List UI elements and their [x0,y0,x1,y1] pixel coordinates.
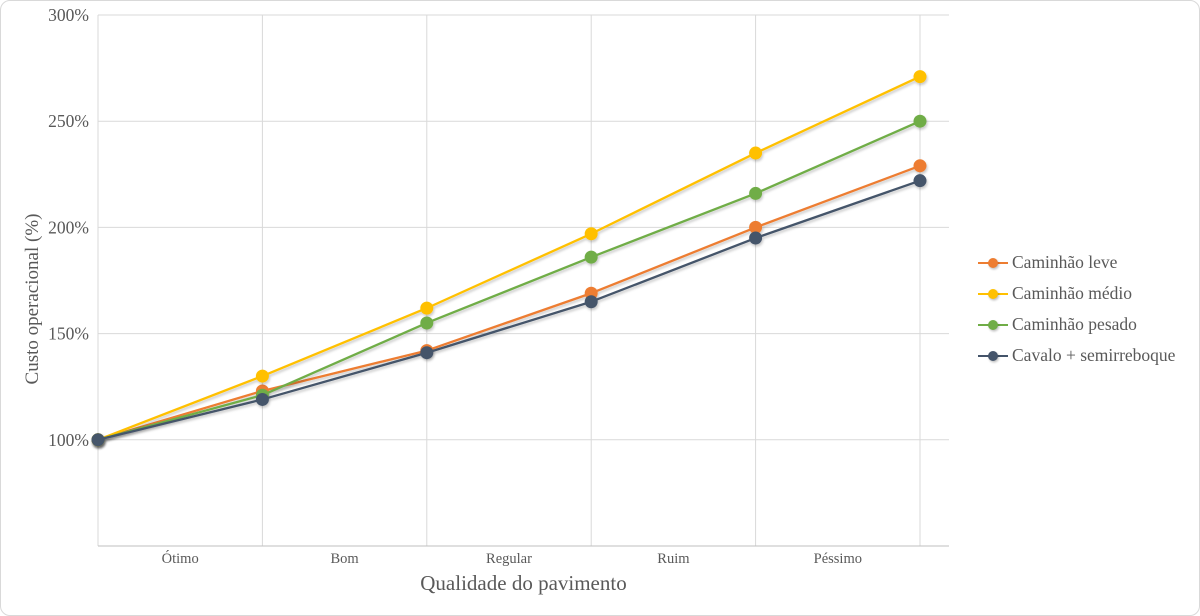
x-category-label: Bom [330,551,359,567]
y-tick-label: 100% [48,430,89,450]
data-point-marker [420,316,434,330]
y-tick-label: 200% [48,217,89,237]
data-point-marker [749,220,763,234]
series-line [96,75,922,441]
series-line [96,164,922,441]
legend-marker-icon [978,288,1008,300]
legend-marker-icon [978,257,1008,269]
legend-item-caminhao-medio: Caminhão médio [978,278,1175,309]
data-point-marker [255,369,269,383]
data-point-marker [749,186,763,200]
x-category-label: Regular [486,551,532,567]
series-Caminhão pesado [91,114,927,447]
y-tick-label: 250% [48,111,89,131]
data-point-marker [584,250,598,264]
x-axis-title: Qualidade do pavimento [420,571,627,595]
data-point-marker [420,301,434,315]
y-tick-label: 150% [48,324,89,344]
data-point-marker [913,70,927,84]
legend-item-caminhao-leve: Caminhão leve [978,247,1175,278]
legend-label: Caminhão pesado [1012,314,1137,334]
x-category-label: Ruim [657,551,690,567]
y-axis-title: Custo operacional (%) [22,213,43,385]
y-tick-label: 300% [48,5,89,25]
legend-item-cavalo-semirreboque: Cavalo + semirreboque [978,340,1175,371]
series-Cavalo + semirreboque [91,174,927,447]
legend-label: Caminhão leve [1012,252,1118,272]
data-point-marker [749,146,763,160]
series-Caminhão leve [91,159,927,447]
x-category-label: Ótimo [162,550,199,567]
data-point-marker [749,231,763,245]
legend-marker-icon [978,350,1008,362]
data-point-marker [913,159,927,173]
x-category-label: Péssimo [814,551,862,567]
data-point-marker [584,227,598,241]
data-point-marker [913,174,927,188]
data-point-marker [255,392,269,406]
legend: Caminhão leve Caminhão médio Caminhão pe… [978,247,1175,371]
data-point-marker [584,295,598,309]
data-point-marker [91,433,105,447]
legend-label: Caminhão médio [1012,283,1133,303]
data-point-marker [420,346,434,360]
data-point-marker [913,114,927,128]
legend-item-caminhao-pesado: Caminhão pesado [978,309,1175,340]
series-Caminhão médio [91,70,927,447]
series-line [96,120,922,441]
series-line [96,179,922,441]
legend-label: Cavalo + semirreboque [1012,345,1176,365]
legend-marker-icon [978,319,1008,331]
